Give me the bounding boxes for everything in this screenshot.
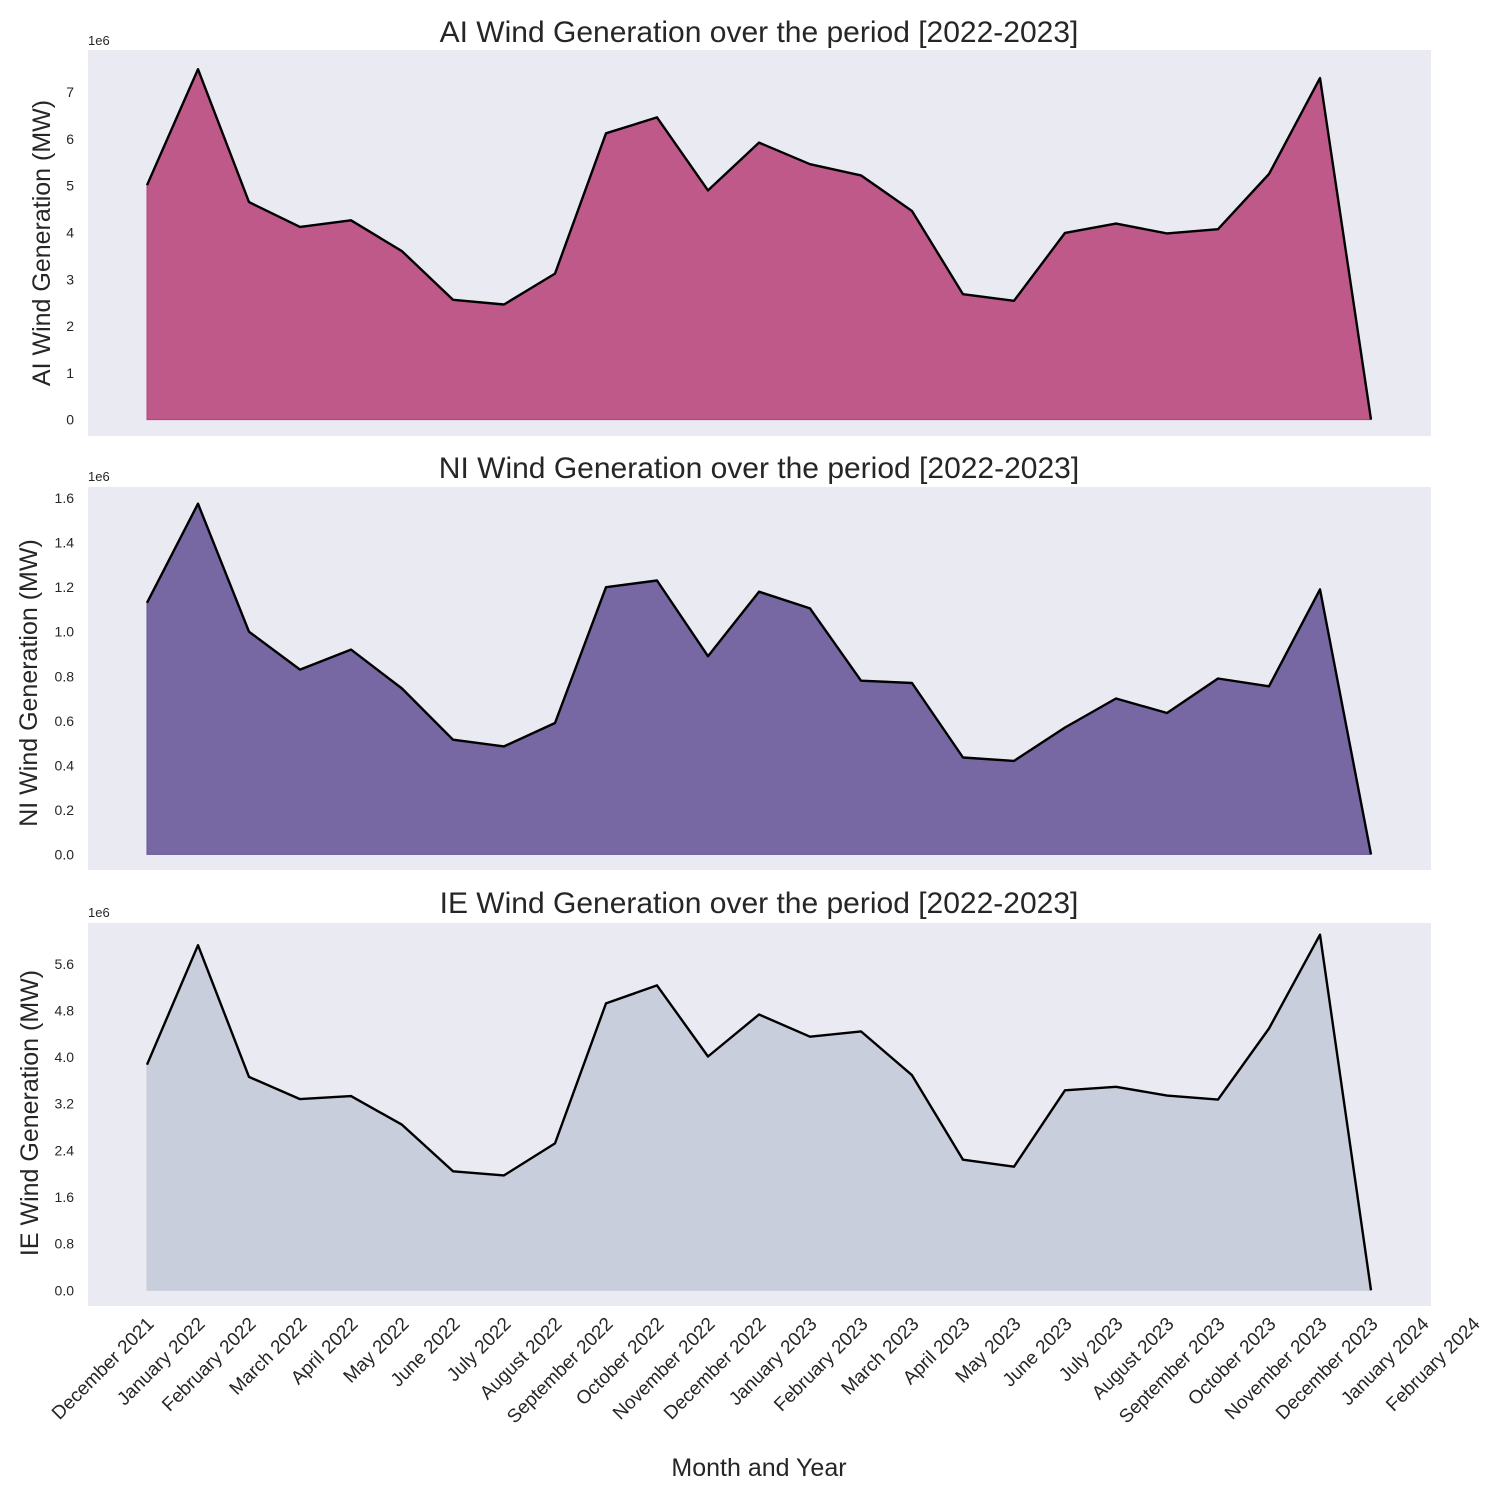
y-tick-label: 1.6: [55, 1189, 75, 1205]
y-axis-label: NI Wind Generation (MW): [15, 539, 43, 827]
y-tick-label: 7: [66, 84, 74, 100]
y-tick-label: 0.2: [55, 802, 75, 818]
ai-y-ticks: 0 1 2 3 4 5 6 7: [66, 84, 74, 428]
y-tick-label: 0.8: [55, 1236, 75, 1252]
y-axis-label: IE Wind Generation (MW): [16, 970, 44, 1256]
y-axis-offset-label: 1e6: [88, 469, 110, 484]
y-tick-label: 0: [66, 412, 74, 428]
y-tick-label: 2.4: [55, 1142, 75, 1158]
y-tick-label: 3: [66, 271, 74, 287]
y-tick-label: 1: [66, 365, 74, 381]
x-tick-label: October 2022: [572, 1314, 668, 1410]
y-tick-label: 1.0: [55, 624, 75, 640]
ni-y-ticks: 0.0 0.2 0.4 0.6 0.8 1.0 1.2 1.4 1.6: [55, 490, 75, 862]
y-tick-label: 4.0: [55, 1049, 75, 1065]
panel-ie: 0.0 0.8 1.6 2.4 3.2 4.0 4.8 5.6 December 2021Ja…: [16, 887, 1485, 1482]
chart-title: NI Wind Generation over the period [2022…: [439, 452, 1079, 485]
y-tick-label: 0.6: [55, 713, 75, 729]
y-tick-label: 0.8: [55, 668, 75, 684]
y-tick-label: 4: [66, 225, 74, 241]
ni-series-line: [145, 502, 1373, 855]
y-tick-label: 5.6: [55, 956, 75, 972]
panel-ai: 0 1 2 3 4 5 6 7 AI Wind Generation over the per…: [28, 16, 1431, 436]
y-axis-offset-label: 1e6: [88, 905, 110, 920]
x-tick-label: February 2024: [1382, 1313, 1485, 1416]
x-tick-label: January 2022: [113, 1314, 209, 1410]
y-tick-label: 1.6: [55, 490, 75, 506]
y-tick-label: 6: [66, 131, 74, 147]
ai-series-line: [145, 67, 1373, 420]
y-tick-label: 4.8: [55, 1002, 75, 1018]
y-axis-offset-label: 1e6: [88, 33, 110, 48]
y-tick-label: 1.2: [55, 579, 75, 595]
x-axis-label: Month and Year: [671, 1454, 846, 1482]
y-tick-label: 0.4: [55, 757, 75, 773]
chart-title: AI Wind Generation over the period [2022…: [440, 16, 1079, 49]
y-tick-label: 2: [66, 318, 74, 334]
y-tick-label: 5: [66, 178, 74, 194]
y-tick-label: 1.4: [55, 535, 75, 551]
x-tick-label: October 2023: [1184, 1314, 1280, 1410]
x-tick-label: January 2024: [1337, 1313, 1434, 1410]
y-tick-label: 0.0: [55, 1282, 75, 1298]
panel-ni: 0.0 0.2 0.4 0.6 0.8 1.0 1.2 1.4 1.6 NI Wind Gene…: [15, 452, 1431, 870]
y-tick-label: 0.0: [55, 846, 75, 862]
chart-title: IE Wind Generation over the period [2022…: [440, 887, 1079, 920]
ie-y-ticks: 0.0 0.8 1.6 2.4 3.2 4.0 4.8 5.6: [55, 956, 75, 1299]
ie-series-line: [145, 933, 1373, 1291]
y-axis-label: AI Wind Generation (MW): [28, 100, 56, 386]
x-tick-label: January 2023: [725, 1314, 821, 1410]
y-tick-label: 3.2: [55, 1096, 75, 1112]
